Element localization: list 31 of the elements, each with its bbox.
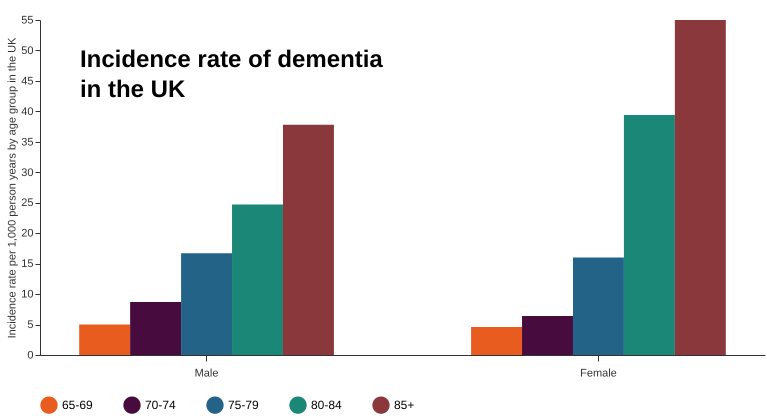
bar [232, 204, 283, 355]
legend-label: 70-74 [145, 398, 176, 412]
legend-label: 85+ [394, 398, 414, 412]
legend-label: 80-84 [311, 398, 342, 412]
legend-label: 65-69 [62, 398, 94, 412]
y-tick-label: 15 [21, 258, 34, 270]
y-tick-label: 50 [21, 44, 34, 57]
text: Incidence rate of dementia in the UK [80, 46, 384, 103]
bar [674, 20, 726, 355]
bar [130, 302, 182, 355]
y-tick-label: 25 [21, 197, 34, 210]
y-tick-label: 5 [27, 319, 34, 332]
bar [522, 316, 573, 355]
y-tick-label: 55 [21, 14, 34, 26]
bar [471, 326, 522, 355]
y-tick-label: 10 [21, 288, 34, 301]
y-tick-label: 45 [21, 75, 34, 88]
y-tick-label: 40 [21, 106, 34, 118]
y-tick-label: 30 [21, 166, 34, 179]
bar [181, 253, 232, 355]
y-tick-label: 35 [21, 136, 34, 148]
bar [79, 324, 130, 355]
x-tick-label: Male [194, 368, 218, 380]
bar [282, 124, 334, 355]
bar [572, 258, 624, 355]
x-tick-label: Female [580, 368, 617, 380]
bar [624, 115, 675, 355]
y-axis-title: Incidence rate per 1,000 person years by age group in the UK [6, 36, 18, 338]
y-tick-label: 0 [27, 350, 34, 362]
y-tick-label: 20 [21, 228, 34, 240]
legend-label: 75-79 [228, 398, 260, 412]
